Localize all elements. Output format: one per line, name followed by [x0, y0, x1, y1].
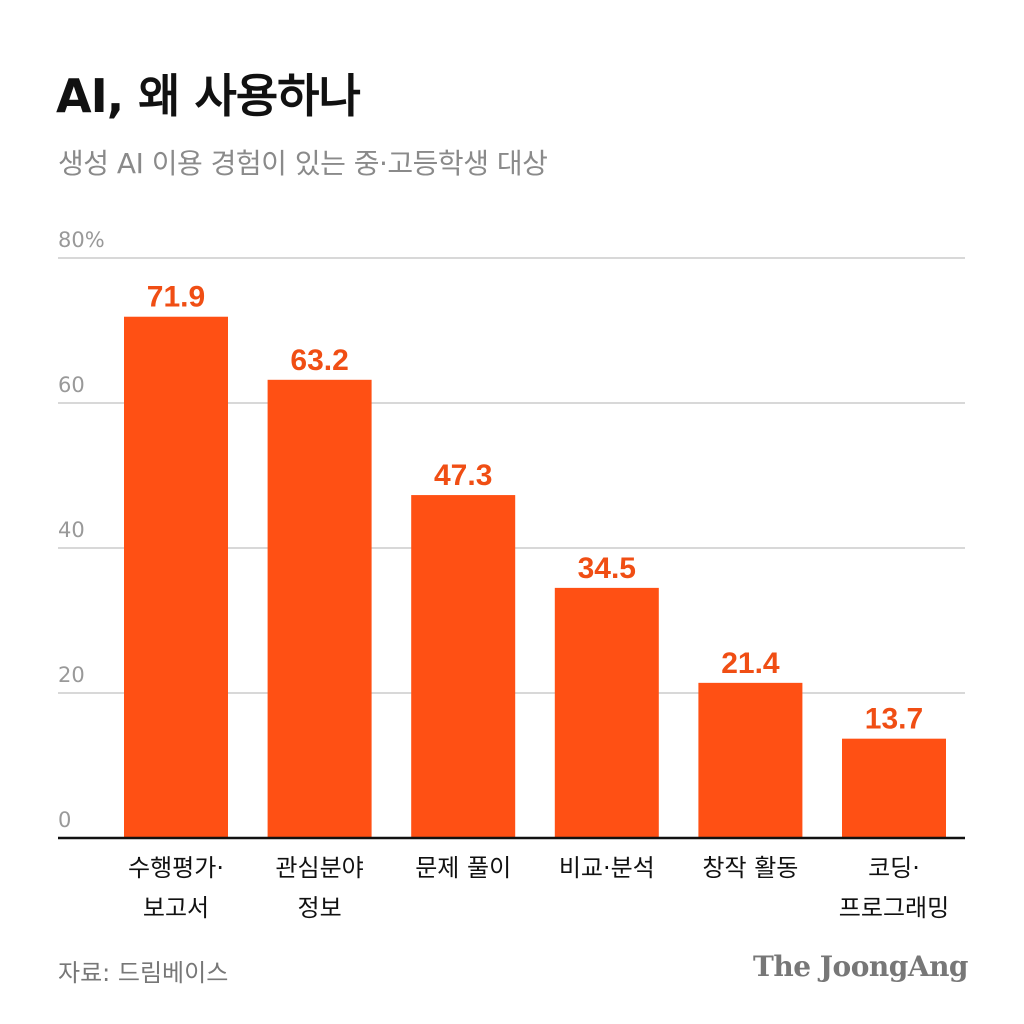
bar [124, 316, 228, 839]
value-label: 34.5 [578, 552, 636, 585]
y-tick-label: 20 [58, 663, 85, 687]
value-label: 71.9 [147, 281, 205, 314]
x-tick-label: 보고서 [143, 894, 209, 922]
x-tick-label: 문제 풀이 [415, 854, 511, 882]
bar [842, 738, 946, 838]
x-tick-label: 코딩· [868, 854, 920, 882]
bar [698, 682, 803, 838]
chart-subtitle: 생성 AI 이용 경험이 있는 중·고등학생 대상 [58, 147, 548, 180]
y-tick-label: 80% [58, 228, 105, 252]
x-tick-label: 창작 활동 [702, 854, 798, 882]
value-label: 47.3 [434, 459, 492, 492]
publisher-logo: The JoongAng [753, 950, 968, 983]
x-tick-label: 정보 [298, 894, 342, 922]
bar [554, 587, 659, 838]
value-label: 13.7 [865, 703, 923, 736]
bar [267, 379, 372, 838]
bar [411, 495, 516, 838]
y-tick-label: 40 [58, 518, 85, 542]
value-label: 63.2 [290, 344, 348, 377]
x-tick-label: 수행평가· [128, 854, 224, 882]
source-note: 자료: 드림베이스 [58, 959, 229, 987]
value-label: 21.4 [721, 647, 780, 680]
x-tick-label: 관심분야 [275, 854, 363, 882]
y-tick-label: 60 [58, 373, 85, 397]
x-tick-label: 비교·분석 [559, 854, 655, 882]
x-tick-label: 프로그래밍 [839, 894, 949, 922]
y-tick-label: 0 [58, 808, 71, 832]
chart-title: AI, 왜 사용하나 [56, 69, 361, 123]
